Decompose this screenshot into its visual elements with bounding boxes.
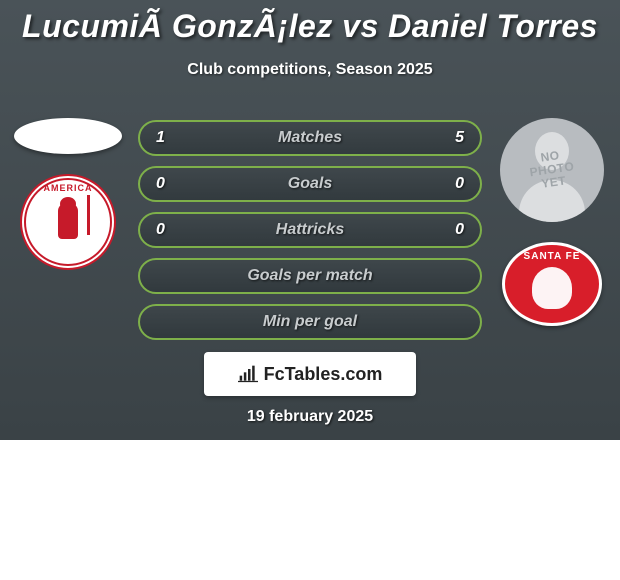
stat-right-value: 0	[424, 221, 464, 239]
stat-right-value: 5	[424, 129, 464, 147]
left-club-badge: AMERICA	[20, 174, 116, 270]
stat-left-value: 0	[156, 175, 196, 193]
stat-label: Goals per match	[247, 267, 372, 285]
america-badge-text: AMERICA	[44, 183, 93, 193]
no-photo-label: NO PHOTO YET	[527, 147, 577, 192]
stat-row-hattricks: 0 Hattricks 0	[138, 212, 482, 248]
date-label: 19 february 2025	[247, 408, 373, 426]
subtitle: Club competitions, Season 2025	[0, 61, 620, 79]
bar-chart-icon	[238, 365, 258, 383]
stat-left-value: 1	[156, 129, 196, 147]
devil-icon	[46, 195, 90, 249]
stat-row-goals: 0 Goals 0	[138, 166, 482, 202]
stat-label: Matches	[278, 129, 342, 147]
america-badge-inner: AMERICA	[24, 178, 112, 266]
stat-label: Min per goal	[263, 313, 357, 331]
left-player-avatar	[14, 118, 122, 154]
stat-row-matches: 1 Matches 5	[138, 120, 482, 156]
right-club-badge: SANTA FE	[502, 242, 602, 326]
left-player-column: AMERICA	[8, 118, 128, 270]
right-player-avatar: NO PHOTO YET	[500, 118, 604, 222]
stat-label: Hattricks	[276, 221, 344, 239]
stat-row-min-per-goal: Min per goal	[138, 304, 482, 340]
page-title: LucumiÃ GonzÃ¡lez vs Daniel Torres	[0, 0, 620, 45]
brand-box[interactable]: FcTables.com	[204, 352, 416, 396]
stat-label: Goals	[288, 175, 332, 193]
brand-text: FcTables.com	[264, 364, 383, 385]
stats-list: 1 Matches 5 0 Goals 0 0 Hattricks 0 Goal…	[138, 120, 482, 340]
stat-row-goals-per-match: Goals per match	[138, 258, 482, 294]
santafe-badge-text: SANTA FE	[524, 251, 581, 262]
stat-left-value: 0	[156, 221, 196, 239]
comparison-card: LucumiÃ GonzÃ¡lez vs Daniel Torres Club …	[0, 0, 620, 440]
right-player-column: NO PHOTO YET SANTA FE	[492, 118, 612, 326]
lion-icon	[532, 267, 572, 309]
stat-right-value: 0	[424, 175, 464, 193]
